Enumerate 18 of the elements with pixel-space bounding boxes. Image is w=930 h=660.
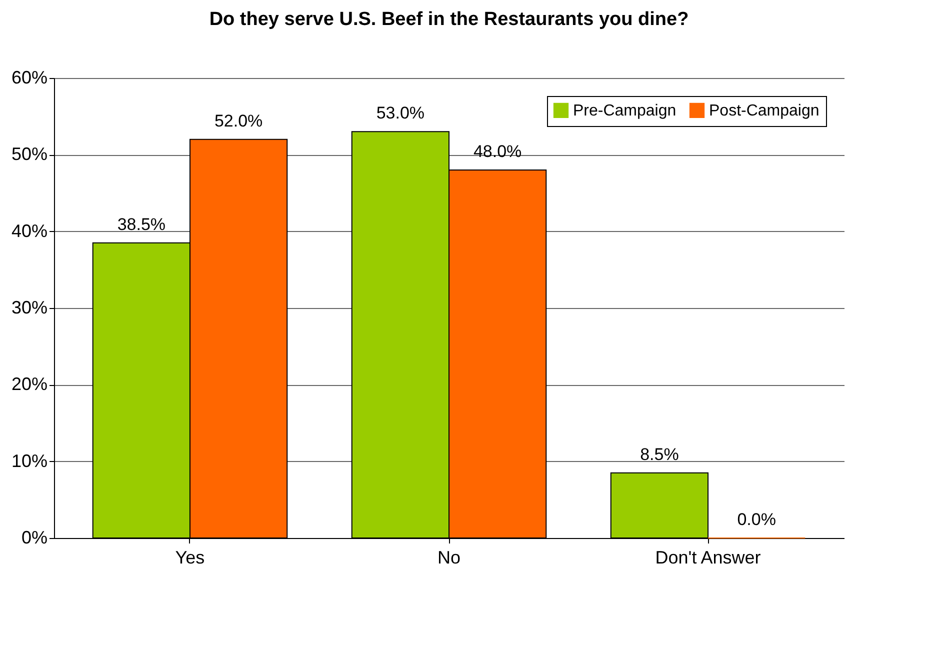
y-tick-label: 0%	[21, 528, 48, 548]
x-tick-label: Don't Answer	[655, 548, 761, 568]
x-tick-label: No	[437, 548, 461, 568]
legend-label: Pre-Campaign	[573, 102, 676, 120]
data-label: 0.0%	[737, 510, 776, 529]
legend-label: Post-Campaign	[709, 102, 820, 120]
data-label: 52.0%	[214, 111, 263, 130]
x-tick-label: Yes	[175, 548, 205, 568]
data-label: 53.0%	[376, 104, 425, 123]
y-tick-label: 50%	[11, 144, 48, 164]
data-label: 38.5%	[117, 214, 166, 234]
y-tick-label: 20%	[11, 374, 48, 394]
y-tick-label: 40%	[11, 220, 48, 241]
y-tick-label: 60%	[11, 68, 48, 88]
data-label: 8.5%	[640, 444, 679, 464]
y-tick-label: 10%	[11, 450, 48, 471]
y-tick-label: 30%	[11, 298, 48, 318]
chart-title: Do they serve U.S. Beef in the Restaurants you dine?	[209, 9, 689, 30]
